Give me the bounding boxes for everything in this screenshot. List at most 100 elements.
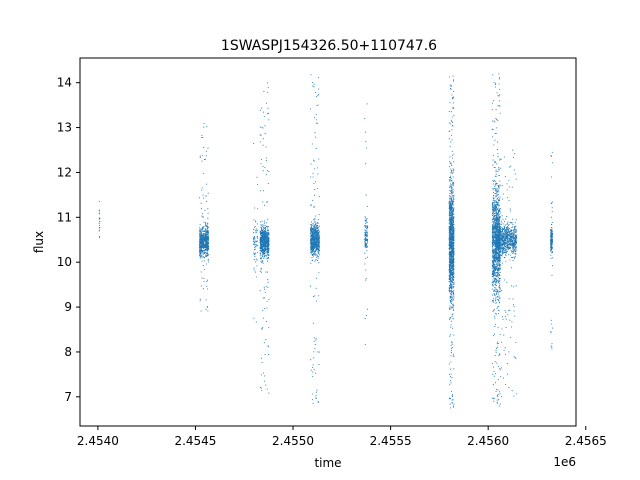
data-point (265, 339, 267, 341)
data-point (449, 224, 451, 226)
data-point (256, 183, 259, 186)
data-point (493, 397, 495, 399)
data-point (207, 240, 209, 242)
data-point (366, 234, 368, 236)
data-point (203, 250, 205, 252)
data-point (315, 246, 317, 248)
data-point (453, 207, 455, 209)
data-point (311, 366, 314, 368)
data-point (206, 225, 208, 228)
data-point (264, 297, 266, 299)
data-point (260, 245, 262, 247)
data-point (205, 242, 208, 244)
data-point (261, 251, 263, 253)
data-point (450, 190, 452, 193)
data-point (262, 228, 264, 230)
data-point (450, 326, 452, 328)
data-point (497, 265, 499, 267)
data-point (311, 228, 313, 230)
data-point (453, 161, 455, 163)
data-point (315, 395, 317, 397)
data-point (316, 241, 318, 243)
data-point (451, 302, 453, 305)
data-point (205, 244, 207, 246)
data-point (492, 366, 494, 368)
data-point (263, 227, 265, 229)
data-point (253, 254, 255, 256)
data-point (199, 224, 201, 226)
data-point (515, 249, 517, 252)
data-point (313, 250, 315, 252)
data-point (205, 255, 207, 258)
data-point (498, 270, 500, 272)
data-point (199, 248, 201, 250)
data-point (495, 218, 497, 220)
data-point (267, 232, 270, 234)
data-point (451, 269, 453, 271)
data-point (316, 233, 318, 235)
data-point (266, 260, 269, 262)
data-point (316, 230, 318, 232)
data-point (260, 244, 262, 246)
data-point (254, 243, 256, 245)
data-point (498, 258, 500, 260)
data-point (450, 344, 452, 346)
data-point (493, 282, 495, 284)
data-point (452, 327, 454, 329)
data-point (448, 220, 450, 222)
data-point (453, 196, 455, 198)
data-point (312, 296, 315, 298)
data-point (310, 359, 312, 361)
data-point (449, 161, 451, 163)
data-point (317, 77, 319, 79)
data-point (310, 231, 312, 233)
data-point (494, 290, 496, 292)
data-point (266, 225, 268, 227)
data-point (312, 364, 314, 366)
data-point (451, 315, 453, 317)
data-point (99, 221, 101, 223)
data-point (268, 252, 270, 254)
data-point (492, 230, 494, 232)
data-point (205, 150, 207, 152)
data-point (253, 269, 255, 271)
data-point (449, 274, 451, 276)
data-point (266, 271, 269, 273)
data-point (503, 349, 505, 351)
data-point (266, 246, 268, 248)
data-point (492, 263, 494, 265)
data-point (451, 343, 453, 345)
data-point (450, 119, 452, 121)
data-point (311, 248, 313, 250)
data-point (266, 233, 268, 235)
data-point (453, 403, 455, 405)
data-point (259, 270, 261, 272)
data-point (498, 280, 500, 282)
data-point (493, 264, 495, 266)
data-point (499, 271, 501, 273)
data-point (202, 226, 204, 228)
data-point (453, 304, 455, 306)
data-point (452, 217, 454, 219)
data-point (453, 210, 455, 212)
data-point (452, 226, 454, 228)
data-point (266, 300, 268, 303)
data-point (314, 347, 316, 350)
data-point (500, 375, 502, 378)
data-point (448, 363, 450, 365)
data-point (492, 373, 494, 375)
data-point (313, 86, 315, 88)
data-point (313, 83, 315, 85)
data-point (452, 238, 454, 240)
data-point (364, 252, 366, 254)
data-point (207, 232, 209, 234)
data-point (449, 268, 451, 270)
data-point (453, 260, 455, 263)
data-point (314, 221, 316, 223)
data-point (199, 246, 202, 248)
data-point (310, 244, 313, 246)
data-point (452, 191, 454, 194)
data-point (261, 328, 264, 330)
data-point (268, 254, 270, 256)
data-point (318, 240, 320, 242)
